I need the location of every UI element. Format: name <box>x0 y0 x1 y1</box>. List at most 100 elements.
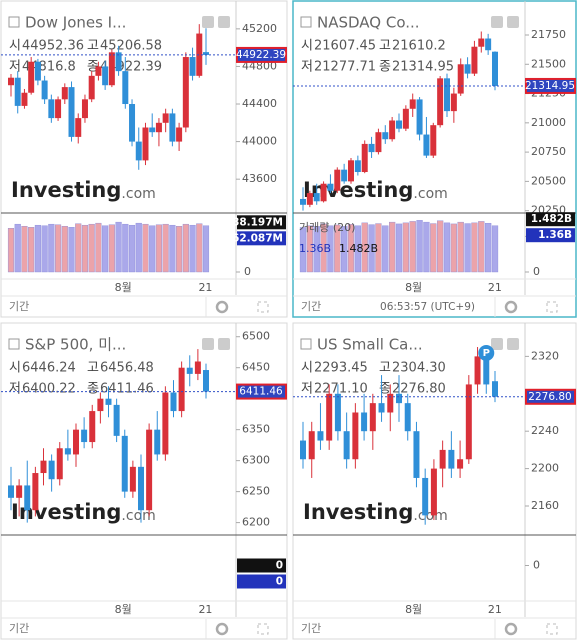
candle-body <box>203 52 209 55</box>
volume-marker-box <box>526 212 575 227</box>
volume-marker-box <box>237 574 286 589</box>
volume-bar <box>334 224 341 273</box>
candle-body <box>343 431 350 460</box>
candle-body <box>416 99 423 135</box>
ohlc-value: 45206.58 <box>100 39 162 54</box>
y-tick-label: 20500 <box>531 174 566 187</box>
settings-icon[interactable] <box>507 338 519 350</box>
ohlc-label: 고 <box>87 361 99 376</box>
settings-button[interactable] <box>215 300 229 314</box>
expand-button[interactable] <box>546 301 558 313</box>
candle-body <box>142 127 149 161</box>
candle-body <box>430 468 437 516</box>
candle-body <box>300 198 306 205</box>
candle-body <box>444 78 450 112</box>
settings-button[interactable] <box>215 622 229 636</box>
volume-tick-label: 0 <box>533 265 540 278</box>
candle-body <box>352 412 359 460</box>
candle-body <box>196 33 203 76</box>
collapse-icon[interactable] <box>300 16 312 28</box>
volume-bar <box>457 221 464 273</box>
volume-marker-label: 0 <box>276 560 283 572</box>
volume-bar <box>182 223 189 273</box>
y-tick-label: 44000 <box>242 135 277 148</box>
candle-body <box>108 52 115 86</box>
candle-body <box>64 448 71 455</box>
period-button[interactable]: 기간 <box>9 622 29 635</box>
ohlc-label: 고 <box>379 361 391 376</box>
candle-body <box>48 460 55 480</box>
candle-body <box>146 429 153 511</box>
collapse-icon[interactable] <box>8 16 20 28</box>
collapse-icon[interactable] <box>8 338 20 350</box>
candle-body <box>95 66 102 76</box>
settings-button[interactable] <box>504 300 518 314</box>
candle-body <box>121 435 128 492</box>
volume-marker-box <box>237 231 286 246</box>
settings-icon[interactable] <box>218 16 230 28</box>
volume-marker-label: 0 <box>276 576 283 588</box>
y-tick-label: 43600 <box>242 172 277 185</box>
candle-body <box>326 393 333 441</box>
expand-button[interactable] <box>257 623 269 635</box>
x-tick-label: 8월 <box>115 281 132 294</box>
candle-body <box>203 370 209 392</box>
candle-body <box>149 127 156 133</box>
volume-bar <box>135 222 142 273</box>
volume-bar <box>34 224 41 273</box>
volume-bar <box>491 225 499 273</box>
candle-body <box>73 429 79 455</box>
candle-body <box>396 120 402 129</box>
candle-body <box>102 66 109 86</box>
last-price-label: 44922.39 <box>236 49 286 61</box>
period-button[interactable]: 기간 <box>301 622 321 635</box>
ohlc-value: 44952.36 <box>22 39 84 54</box>
ohlc-value: 21314.95 <box>392 60 454 75</box>
y-tick-label: 20750 <box>531 145 566 158</box>
volume-bar <box>41 225 48 273</box>
candle-body <box>28 61 35 93</box>
settings-icon[interactable] <box>491 338 503 350</box>
candle-body <box>32 473 39 511</box>
period-button[interactable]: 기간 <box>9 300 29 313</box>
y-tick-label: 6500 <box>242 330 270 343</box>
expand-button[interactable] <box>257 301 269 313</box>
watermark: Investing <box>11 178 121 202</box>
settings-icon[interactable] <box>218 338 230 350</box>
ohlc-value: 44922.39 <box>100 60 162 75</box>
settings-button[interactable] <box>504 622 518 636</box>
candle-body <box>122 71 129 105</box>
ohlc-label: 저 <box>301 60 313 75</box>
y-tick-label: 2240 <box>531 424 559 437</box>
symbol-title: NASDAQ Co... <box>317 14 420 32</box>
candle-body <box>430 125 437 156</box>
expand-button[interactable] <box>546 623 558 635</box>
collapse-icon[interactable] <box>300 338 312 350</box>
candle-body <box>56 448 63 480</box>
settings-icon[interactable] <box>202 338 214 350</box>
settings-icon[interactable] <box>507 16 519 28</box>
candle-body <box>61 87 68 100</box>
settings-icon[interactable] <box>491 16 503 28</box>
candle-body <box>306 193 313 205</box>
candle-body <box>186 367 193 374</box>
last-price-box <box>236 46 287 63</box>
volume-bar <box>115 221 122 273</box>
candle-body <box>369 403 376 432</box>
candle-body <box>471 46 478 74</box>
chart-panel: US Small Ca...시 2293.45 고 2304.30저 2271.10 종 2… <box>292 322 577 640</box>
volume-bar <box>189 224 196 273</box>
x-tick-label: 21 <box>488 281 502 294</box>
candle-body <box>439 449 446 469</box>
period-button[interactable]: 기간 <box>301 300 321 313</box>
ohlc-value: 2271.10 <box>314 382 368 397</box>
volume-bar <box>202 225 210 273</box>
candle-body <box>448 449 455 469</box>
volume-bar <box>471 222 478 273</box>
x-tick-label: 21 <box>198 603 212 616</box>
volume-bar <box>485 222 492 273</box>
ohlc-label: 종 <box>379 60 391 75</box>
settings-icon[interactable] <box>202 16 214 28</box>
watermark: Investing <box>303 500 413 524</box>
